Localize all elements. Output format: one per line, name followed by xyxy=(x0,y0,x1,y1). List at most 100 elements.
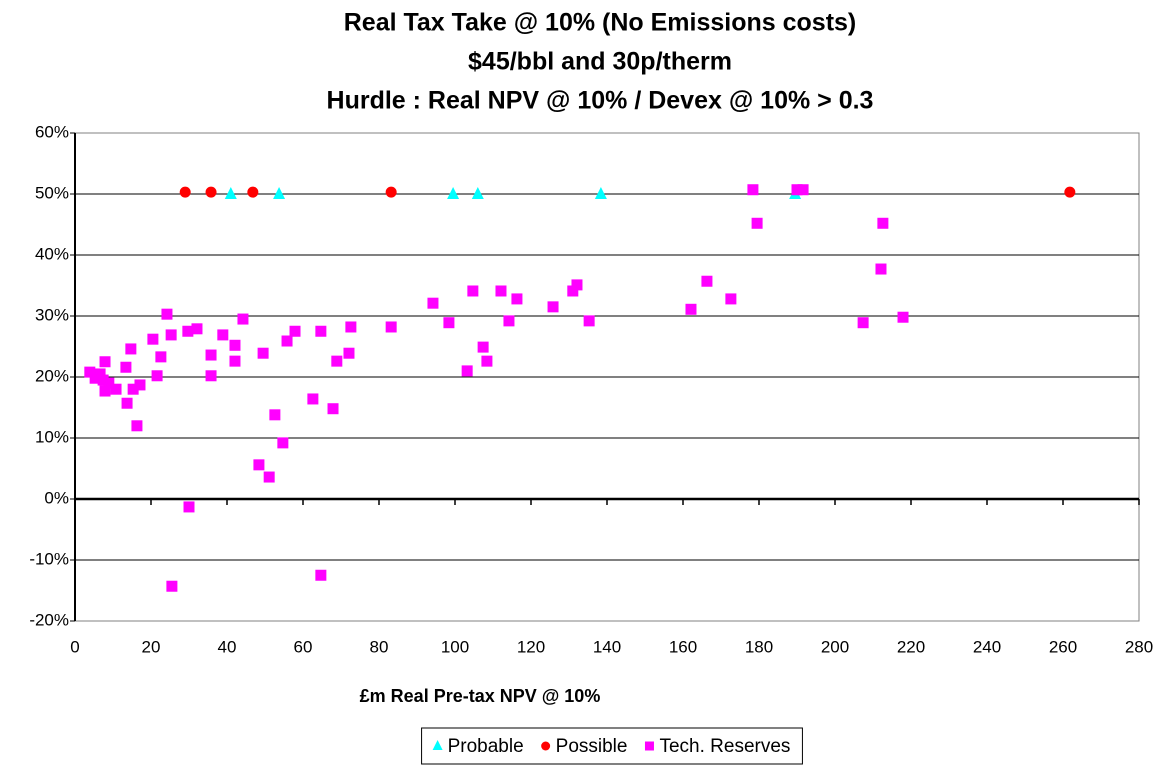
point xyxy=(277,437,289,449)
point xyxy=(685,303,697,315)
point xyxy=(151,370,163,382)
point xyxy=(166,580,178,592)
legend-label: Probable xyxy=(448,736,524,757)
point xyxy=(134,379,146,391)
x-tick-label: 260 xyxy=(1049,637,1077,656)
x-tick-label: 40 xyxy=(218,637,237,656)
point xyxy=(471,187,484,199)
y-tick-label: 20% xyxy=(35,366,69,385)
point xyxy=(131,420,143,432)
point xyxy=(503,315,515,327)
point xyxy=(477,341,489,353)
point xyxy=(110,383,122,395)
point xyxy=(182,325,194,337)
point xyxy=(257,347,269,359)
x-tick-label: 140 xyxy=(593,637,621,656)
point xyxy=(461,365,473,377)
point xyxy=(443,317,455,329)
x-tick-label: 220 xyxy=(897,637,925,656)
legend-marker xyxy=(644,741,654,751)
point xyxy=(1064,186,1076,198)
x-tick-label: 0 xyxy=(70,637,79,656)
point xyxy=(217,329,229,341)
point xyxy=(567,285,579,297)
point xyxy=(385,186,397,198)
legend-label: Possible xyxy=(556,736,628,757)
point xyxy=(94,368,106,380)
point xyxy=(99,385,111,397)
point xyxy=(343,347,355,359)
point xyxy=(327,403,339,415)
point xyxy=(307,393,319,405)
point xyxy=(511,293,523,305)
point xyxy=(877,217,889,229)
point xyxy=(229,339,241,351)
point xyxy=(751,217,763,229)
y-tick-label: 30% xyxy=(35,305,69,324)
point xyxy=(385,321,397,333)
point xyxy=(725,293,737,305)
point xyxy=(84,366,96,378)
y-tick-label: 40% xyxy=(35,244,69,263)
point xyxy=(571,279,583,291)
point xyxy=(594,187,607,199)
point xyxy=(237,313,249,325)
legend-marker xyxy=(432,740,443,750)
point xyxy=(127,383,139,395)
point xyxy=(701,275,713,287)
chart-title: Hurdle : Real NPV @ 10% / Devex @ 10% > … xyxy=(327,87,874,115)
point xyxy=(147,333,159,345)
chart-title: $45/bbl and 30p/therm xyxy=(468,48,732,76)
point xyxy=(155,351,167,363)
x-tick-label: 160 xyxy=(669,637,697,656)
x-tick-label: 180 xyxy=(745,637,773,656)
point xyxy=(99,356,111,368)
point xyxy=(253,459,265,471)
x-tick-label: 280 xyxy=(1125,637,1153,656)
point xyxy=(897,311,909,323)
point xyxy=(125,343,137,355)
chart-title: Real Tax Take @ 10% (No Emissions costs) xyxy=(344,9,857,37)
x-tick-label: 100 xyxy=(441,637,469,656)
point xyxy=(331,355,343,367)
legend xyxy=(421,727,803,765)
point xyxy=(495,285,507,297)
point xyxy=(447,187,460,199)
x-tick-label: 240 xyxy=(973,637,1001,656)
point xyxy=(345,321,357,333)
y-tick-label: -10% xyxy=(29,549,69,568)
point xyxy=(97,374,109,386)
legend-label: Tech. Reserves xyxy=(659,736,790,757)
legend-marker xyxy=(541,741,551,751)
point xyxy=(289,325,301,337)
y-tick-label: 50% xyxy=(35,183,69,202)
x-axis-title: £m Real Pre-tax NPV @ 10% xyxy=(360,686,601,706)
point xyxy=(467,285,479,297)
point xyxy=(797,184,809,196)
point xyxy=(205,186,217,198)
point xyxy=(161,308,173,320)
x-tick-label: 80 xyxy=(370,637,389,656)
point xyxy=(857,317,869,329)
point xyxy=(191,323,203,335)
point xyxy=(747,184,759,196)
x-tick-label: 60 xyxy=(294,637,313,656)
point xyxy=(547,301,559,313)
point xyxy=(229,355,241,367)
point xyxy=(315,569,327,581)
point xyxy=(263,471,275,483)
x-tick-label: 200 xyxy=(821,637,849,656)
point xyxy=(427,297,439,309)
point xyxy=(875,263,887,275)
x-tick-label: 120 xyxy=(517,637,545,656)
point xyxy=(103,377,115,389)
y-tick-label: 10% xyxy=(35,427,69,446)
x-tick-label: 20 xyxy=(142,637,161,656)
y-tick-label: -20% xyxy=(29,610,69,629)
point xyxy=(791,184,803,196)
y-tick-label: 60% xyxy=(35,122,69,141)
point xyxy=(205,349,217,361)
point xyxy=(273,187,286,199)
point xyxy=(165,329,177,341)
